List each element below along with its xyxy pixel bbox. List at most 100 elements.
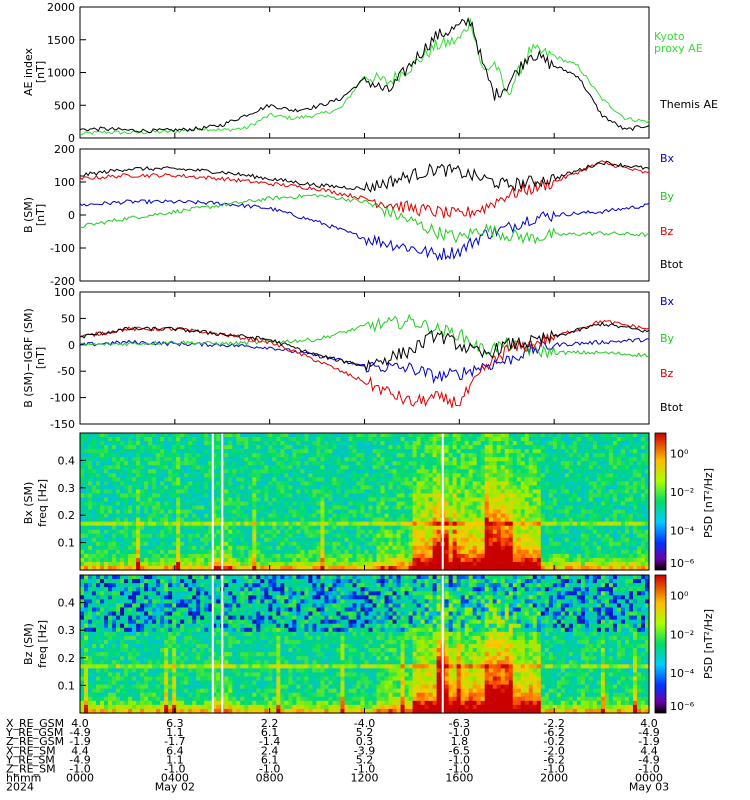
spectrogram-cell <box>536 509 542 515</box>
spectrogram-cell <box>240 501 245 507</box>
spectrogram-cell <box>184 517 189 523</box>
spectrogram-cell <box>592 553 598 559</box>
spectrogram-cell <box>300 461 305 466</box>
spectrogram-cell <box>132 445 137 450</box>
spectrogram-cell <box>256 501 261 507</box>
spectrogram-cell <box>232 533 237 539</box>
spectrogram-cell <box>252 529 257 535</box>
spectrogram-cell <box>332 513 338 519</box>
spectrogram-cell <box>556 481 562 486</box>
spectrogram-cell <box>540 493 546 499</box>
spectrogram-cell <box>300 441 305 446</box>
spectrogram-cell <box>556 465 562 470</box>
spectrogram-cell <box>492 525 498 531</box>
spectrogram-cell <box>312 437 318 442</box>
spectrogram-cell <box>212 561 217 567</box>
spectrogram-cell <box>296 549 301 555</box>
spectrogram-cell <box>264 537 269 543</box>
spectrogram-cell <box>532 433 538 438</box>
spectrogram-cell <box>280 437 285 442</box>
spectrogram-cell <box>244 457 249 462</box>
spectrogram-cell <box>232 541 237 547</box>
spectrogram-cell <box>416 469 422 474</box>
spectrogram-cell <box>384 533 390 539</box>
spectrogram-cell <box>444 521 450 527</box>
spectrogram-cell <box>600 529 606 535</box>
bx-colorbar-label: PSD [nT²/Hz] <box>702 468 715 538</box>
spectrogram-cell <box>360 541 366 547</box>
spectrogram-cell <box>420 561 426 567</box>
spectrogram-cell <box>152 541 157 547</box>
spectrogram-cell <box>96 457 101 462</box>
spectrogram-cell <box>136 453 141 458</box>
spectrogram-cell <box>140 537 145 543</box>
spectrogram-cell <box>196 465 201 470</box>
spectrogram-cell <box>548 505 554 511</box>
spectrogram-cell <box>556 501 562 507</box>
spectrogram-cell <box>416 497 422 503</box>
spectrogram-cell <box>544 453 550 458</box>
spectrogram-cell <box>476 433 482 438</box>
spectrogram-cell <box>268 517 273 523</box>
spectrogram-cell <box>488 469 494 474</box>
spectrogram-cell <box>620 437 626 442</box>
spectrogram-cell <box>200 489 205 495</box>
spectrogram-cell <box>268 553 273 559</box>
spectrogram-cell <box>416 505 422 511</box>
spectrogram-cell <box>360 485 366 491</box>
spectrogram-cell <box>248 445 253 450</box>
spectrogram-cell <box>144 433 149 438</box>
spectrogram-cell <box>80 599 85 605</box>
spectrogram-cell <box>552 457 558 462</box>
spectrogram-cell <box>224 449 229 454</box>
spectrogram-cell <box>216 521 221 527</box>
spectrogram-cell <box>372 509 378 515</box>
spectrogram-cell <box>504 533 510 539</box>
spectrogram-cell <box>212 485 217 491</box>
spectrogram-cell <box>104 541 109 547</box>
spectrogram-cell <box>400 473 406 478</box>
spectrogram-cell <box>560 457 566 462</box>
spectrogram-cell <box>472 565 478 571</box>
spectrogram-cell <box>560 493 566 499</box>
spectrogram-cell <box>112 481 117 486</box>
spectrogram-cell <box>80 509 85 515</box>
spectrogram-cell <box>500 509 506 515</box>
spectrogram-cell <box>304 545 309 551</box>
spectrogram-cell <box>96 497 101 503</box>
spectrogram-cell <box>288 513 293 519</box>
spectrogram-cell <box>256 469 261 474</box>
spectrogram-cell <box>228 513 233 519</box>
y-tick-label: 500 <box>54 99 75 112</box>
spectrogram-cell <box>524 497 530 503</box>
spectrogram-cell <box>476 473 482 478</box>
spectrogram-cell <box>512 485 518 491</box>
spectrogram-cell <box>256 449 261 454</box>
spectrogram-cell <box>584 553 590 559</box>
spectrogram-cell <box>484 473 490 478</box>
spectrogram-cell <box>228 433 233 438</box>
spectrogram-cell <box>260 521 265 527</box>
spectrogram-cell <box>232 497 237 503</box>
spectrogram-cell <box>380 517 386 523</box>
spectrogram-cell <box>224 553 229 559</box>
spectrogram-cell <box>188 497 193 503</box>
spectrogram-cell <box>312 545 318 551</box>
spectrogram-cell <box>304 437 309 442</box>
spectrogram-cell <box>580 537 586 543</box>
spectrogram-cell <box>628 489 634 495</box>
spectrogram-cell <box>316 505 322 511</box>
spectrogram-cell <box>264 521 269 527</box>
spectrogram-cell <box>616 437 622 442</box>
spectrogram-cell <box>584 457 590 462</box>
spectrogram-cell <box>416 457 422 462</box>
spectrogram-cell <box>520 437 526 442</box>
spectrogram-cell <box>392 537 398 543</box>
spectrogram-cell <box>424 521 430 527</box>
spectrogram-cell <box>436 481 442 486</box>
spectrogram-cell <box>520 477 526 482</box>
spectrogram-cell <box>600 525 606 531</box>
spectrogram-cell <box>612 537 618 543</box>
spectrogram-cell <box>280 497 285 503</box>
spectrogram-cell <box>296 533 301 539</box>
